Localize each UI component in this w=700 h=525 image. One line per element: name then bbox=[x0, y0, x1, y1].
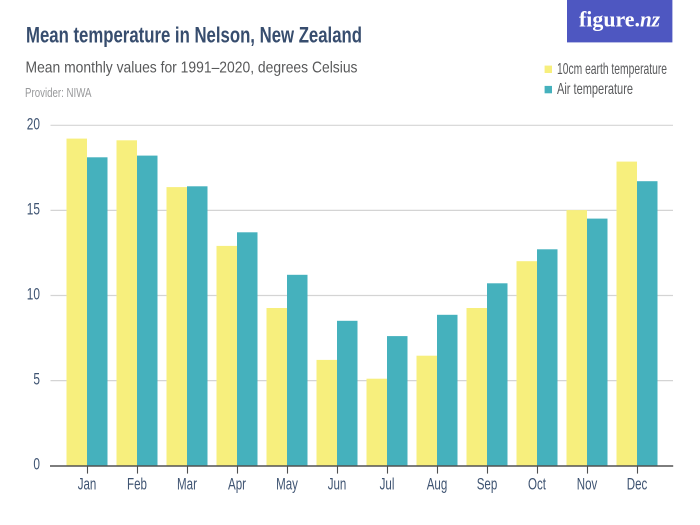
svg-text:10: 10 bbox=[27, 285, 40, 304]
svg-text:0: 0 bbox=[33, 455, 40, 474]
svg-text:Apr: Apr bbox=[228, 475, 246, 493]
svg-text:Dec: Dec bbox=[627, 475, 648, 493]
svg-text:Feb: Feb bbox=[127, 475, 147, 493]
svg-text:20: 20 bbox=[27, 114, 40, 133]
svg-text:Mean monthly values for 1991–2: Mean monthly values for 1991–2020, degre… bbox=[26, 59, 358, 76]
svg-text:Air temperature: Air temperature bbox=[557, 81, 633, 98]
svg-text:Oct: Oct bbox=[528, 475, 546, 493]
svg-text:Provider: NIWA: Provider: NIWA bbox=[25, 85, 92, 100]
svg-text:Sep: Sep bbox=[477, 475, 498, 493]
svg-text:5: 5 bbox=[33, 370, 40, 389]
svg-text:Mar: Mar bbox=[177, 475, 197, 493]
svg-text:Aug: Aug bbox=[427, 475, 448, 493]
svg-text:Jul: Jul bbox=[380, 475, 395, 493]
svg-text:Jun: Jun bbox=[328, 475, 347, 493]
svg-text:Nov: Nov bbox=[577, 475, 598, 493]
svg-text:May: May bbox=[276, 475, 298, 493]
svg-text:Mean temperature in Nelson, Ne: Mean temperature in Nelson, New Zealand bbox=[26, 23, 362, 48]
svg-text:Jan: Jan bbox=[78, 475, 97, 493]
svg-text:figure.nz: figure.nz bbox=[579, 7, 660, 32]
svg-text:10cm earth temperature: 10cm earth temperature bbox=[557, 61, 667, 78]
svg-text:15: 15 bbox=[27, 199, 40, 218]
